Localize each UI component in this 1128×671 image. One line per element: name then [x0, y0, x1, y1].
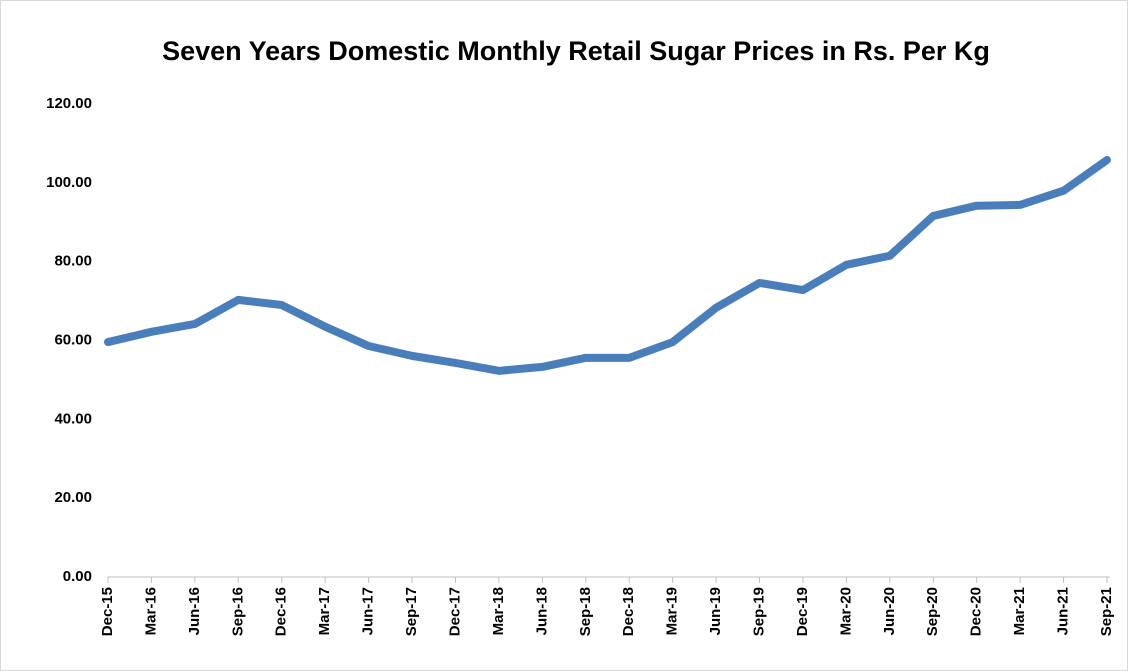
x-tick-label: Jun-20 — [881, 587, 898, 635]
x-tick-label: Jun-21 — [1055, 587, 1072, 635]
y-tick-label: 60.00 — [54, 331, 92, 348]
x-tick-label: Sep-17 — [403, 587, 420, 636]
y-tick-label: 80.00 — [54, 253, 92, 270]
x-tick-label: Dec-18 — [620, 587, 637, 636]
x-tick-label: Dec-15 — [99, 587, 116, 636]
x-tick-label: Mar-20 — [837, 587, 854, 635]
y-tick-label: 120.00 — [46, 95, 92, 112]
y-tick-label: 40.00 — [54, 410, 92, 427]
x-tick-label: Dec-17 — [446, 587, 463, 636]
x-tick-label: Mar-21 — [1011, 587, 1028, 635]
x-tick-label: Dec-20 — [968, 587, 985, 636]
y-tick-label: 20.00 — [54, 489, 92, 506]
x-tick-label: Mar-17 — [316, 587, 333, 635]
x-tick-label: Sep-21 — [1098, 587, 1115, 636]
y-tick-label: 0.00 — [63, 568, 92, 585]
x-tick-label: Jun-16 — [186, 587, 203, 635]
x-tick-label: Mar-19 — [664, 587, 681, 635]
x-tick-label: Sep-16 — [229, 587, 246, 636]
chart-title: Seven Years Domestic Monthly Retail Suga… — [162, 36, 990, 66]
x-tick-label: Mar-16 — [142, 587, 159, 635]
x-tick-label: Dec-16 — [273, 587, 290, 636]
x-tick-label: Sep-19 — [750, 587, 767, 636]
x-tick-label: Dec-19 — [794, 587, 811, 636]
data-line — [104, 155, 1111, 375]
x-tick-label: Sep-18 — [577, 587, 594, 636]
x-tick-label: Mar-18 — [490, 587, 507, 635]
x-tick-label: Jun-18 — [533, 587, 550, 635]
y-tick-label: 100.00 — [46, 174, 92, 191]
x-tick-label: Jun-17 — [360, 587, 377, 635]
x-tick-label: Jun-19 — [707, 587, 724, 635]
x-tick-label: Sep-20 — [924, 587, 941, 636]
